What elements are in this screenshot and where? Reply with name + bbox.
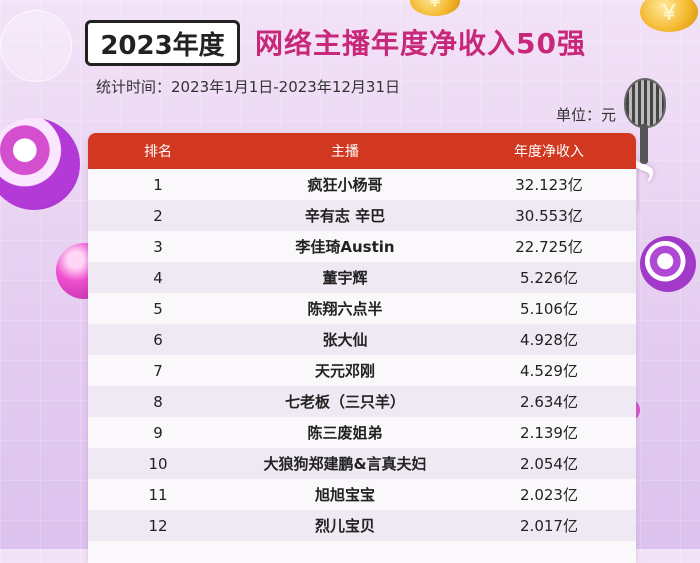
name-cell: 天元邓刚 (314, 362, 375, 380)
income-cell: 2.634亿 (520, 393, 578, 411)
table-body: 1 疯狂小杨哥 32.123亿 2 辛有志 辛巴 30.553亿 3 李佳琦Austin 2… (88, 169, 636, 541)
ranking-table: 排名 主播 年度净收入 1 疯狂小杨哥 32.123亿 2 辛有志 辛巴 30.553亿… (88, 133, 636, 563)
bubble-decoration (0, 10, 72, 82)
table-row: 10 大狼狗郑建鹏&言真夫妇 2.054亿 (88, 448, 636, 479)
table-row: 3 李佳琦Austin 22.725亿 (88, 231, 636, 262)
microphone-icon (624, 78, 666, 128)
income-cell: 5.226亿 (520, 269, 578, 287)
rank-cell: 2 (153, 206, 163, 225)
striped-ball-decoration (640, 236, 696, 292)
name-cell: 七老板（三只羊） (284, 393, 405, 411)
column-header-rank: 排名 (144, 144, 172, 160)
income-cell: 30.553亿 (515, 207, 583, 225)
rank-cell: 12 (148, 516, 168, 535)
rank-cell: 5 (153, 299, 163, 318)
rank-cell: 6 (153, 330, 163, 349)
income-cell: 2.139亿 (520, 424, 578, 442)
income-cell: 4.529亿 (520, 362, 578, 380)
name-cell: 张大仙 (322, 331, 368, 349)
rank-cell: 9 (153, 423, 163, 442)
table-row: 2 辛有志 辛巴 30.553亿 (88, 200, 636, 231)
name-cell: 陈三废姐弟 (307, 424, 383, 442)
name-cell: 李佳琦Austin (295, 238, 395, 256)
rank-cell: 8 (153, 392, 163, 411)
striped-ball-decoration (0, 118, 80, 210)
coin-icon: ￥ (640, 0, 698, 32)
table-header: 排名 主播 年度净收入 (88, 133, 636, 169)
name-cell: 旭旭宝宝 (314, 486, 375, 504)
income-cell: 2.017亿 (520, 517, 578, 535)
rank-cell: 1 (153, 175, 163, 194)
unit-label: 单位：元 (556, 106, 617, 124)
rank-cell: 7 (153, 361, 163, 380)
table-row: 8 七老板（三只羊） 2.634亿 (88, 386, 636, 417)
year-badge: 2023年度 (85, 20, 240, 66)
stat-period: 统计时间：2023年1月1日-2023年12月31日 (96, 78, 401, 96)
table-row: 1 疯狂小杨哥 32.123亿 (88, 169, 636, 200)
name-cell: 辛有志 辛巴 (304, 207, 386, 225)
microphone-stand (640, 124, 648, 164)
column-header-name: 主播 (331, 144, 359, 160)
table-row: 6 张大仙 4.928亿 (88, 324, 636, 355)
name-cell: 大狼狗郑建鹏&言真夫妇 (263, 455, 427, 473)
rank-cell: 4 (153, 268, 163, 287)
column-header-income: 年度净收入 (514, 144, 584, 160)
page-title: 网络主播年度净收入50强 (255, 27, 586, 60)
table-row: 11 旭旭宝宝 2.023亿 (88, 479, 636, 510)
income-cell: 2.023亿 (520, 486, 578, 504)
name-cell: 董宇辉 (322, 269, 368, 287)
income-cell: 5.106亿 (520, 300, 578, 318)
name-cell: 烈儿宝贝 (314, 517, 375, 535)
coin-icon: ￥ (410, 0, 460, 16)
income-cell: 22.725亿 (515, 238, 583, 256)
rank-cell: 10 (148, 454, 168, 473)
table-row: 7 天元邓刚 4.529亿 (88, 355, 636, 386)
rank-cell: 11 (148, 485, 168, 504)
income-cell: 2.054亿 (520, 455, 578, 473)
name-cell: 疯狂小杨哥 (307, 176, 383, 194)
table-row: 9 陈三废姐弟 2.139亿 (88, 417, 636, 448)
table-row: 4 董宇辉 5.226亿 (88, 262, 636, 293)
income-cell: 32.123亿 (515, 176, 583, 194)
name-cell: 陈翔六点半 (307, 300, 383, 318)
table-row: 12 烈儿宝贝 2.017亿 (88, 510, 636, 541)
rank-cell: 3 (153, 237, 163, 256)
income-cell: 4.928亿 (520, 331, 578, 349)
table-row: 5 陈翔六点半 5.106亿 (88, 293, 636, 324)
